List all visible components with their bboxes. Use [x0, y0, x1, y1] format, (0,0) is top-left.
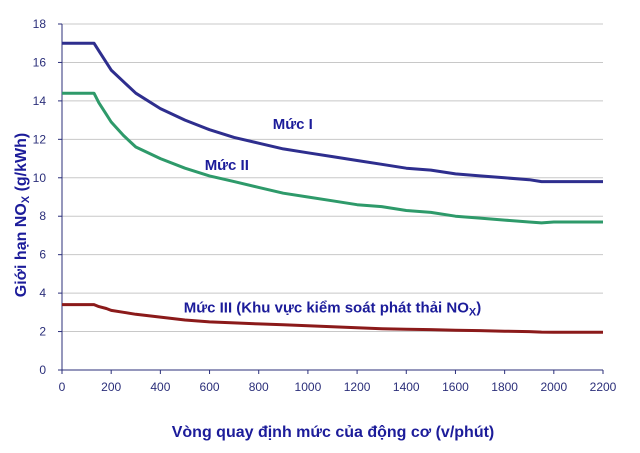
series-label-3: Mức III (Khu vực kiểm soát phát thải NOX…	[184, 299, 481, 318]
x-tick-label-1200: 1200	[344, 380, 371, 394]
y-tick-label-18: 18	[33, 17, 47, 31]
x-tick-label-2200: 2200	[590, 380, 617, 394]
x-tick-label-2000: 2000	[540, 380, 567, 394]
y-tick-label-4: 4	[39, 286, 46, 300]
series-labels: Mức I Mức II Mức III (Khu vực kiểm soát ph…	[184, 116, 481, 319]
x-tick-label-200: 200	[101, 380, 121, 394]
x-tick-label-800: 800	[249, 380, 269, 394]
y-tick-label-6: 6	[39, 248, 46, 262]
series-line-2	[62, 91, 603, 225]
series-lines	[62, 41, 603, 334]
x-tick-label-600: 600	[200, 380, 220, 394]
grid-lines	[62, 23, 603, 333]
x-tick-label-400: 400	[150, 380, 170, 394]
y-tick-label-16: 16	[33, 55, 47, 69]
series-line-1	[62, 41, 603, 184]
axes	[58, 23, 604, 374]
x-tick-label-0: 0	[59, 380, 66, 394]
y-axis-title: Giới hạn NOX (g/kWh)	[13, 133, 32, 297]
x-tick-labels: 0 200 400 600 800 1000 1200 1400 1600 1800 2000 220…	[59, 380, 617, 394]
y-tick-label-10: 10	[33, 171, 47, 185]
y-tick-label-12: 12	[33, 132, 47, 146]
x-tick-label-1400: 1400	[393, 380, 420, 394]
x-axis-title: Vòng quay định mức của động cơ (v/phút)	[172, 424, 495, 441]
series-line-3	[62, 303, 603, 334]
y-tick-labels: 0 2 4 6 8 10 12 14 16 18	[33, 17, 47, 377]
x-tick-label-1600: 1600	[442, 380, 469, 394]
x-tick-label-1000: 1000	[295, 380, 322, 394]
y-tick-label-8: 8	[39, 209, 46, 223]
y-tick-label-2: 2	[39, 325, 46, 339]
series-label-2: Mức II	[205, 157, 249, 174]
y-tick-label-14: 14	[33, 94, 47, 108]
series-label-1: Mức I	[273, 116, 313, 133]
y-tick-label-0: 0	[39, 363, 46, 377]
x-tick-label-1800: 1800	[491, 380, 518, 394]
